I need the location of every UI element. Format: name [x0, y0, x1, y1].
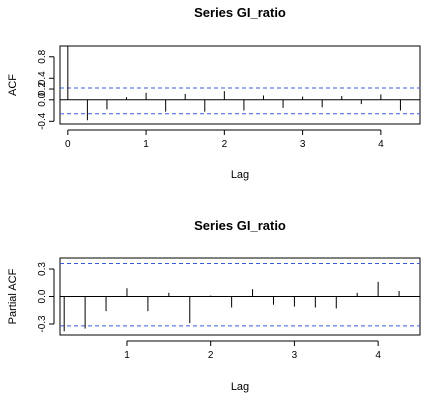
x-tick-label: 2	[222, 139, 228, 150]
x-tick-label: 1	[124, 350, 130, 361]
y-tick-label: 0.0	[37, 92, 48, 106]
x-tick-label: 4	[378, 139, 384, 150]
y-tick-label: -0.3	[37, 315, 48, 333]
chart-1: Series GI_ratio 0 1 2 3 4 Lag -0.4 0.00.20.4 0.8 A…	[7, 5, 421, 181]
x-tick-label: 1	[143, 139, 149, 150]
y-axis-label: ACF	[7, 74, 19, 96]
x-tick-label: 2	[208, 350, 214, 361]
y-tick-label: 0.4	[37, 71, 48, 85]
x-axis-label: Lag	[231, 381, 249, 393]
chart-2: Series GI_ratio 1 2 3 4 Lag -0.3 0.0 0.3 Partial …	[7, 218, 421, 393]
y-axis-label: Partial ACF	[7, 268, 19, 324]
y-tick-label: 0.0	[37, 289, 48, 303]
y-tick-label: -0.4	[37, 112, 48, 130]
chart-title: Series GI_ratio	[194, 5, 286, 20]
chart-title: Series GI_ratio	[194, 218, 286, 233]
y-tick-label: 0.8	[37, 49, 48, 63]
y-tick-label: 0.3	[37, 262, 48, 276]
x-tick-label: 0	[65, 139, 71, 150]
x-axis-label: Lag	[231, 169, 249, 181]
x-tick-label: 3	[292, 350, 298, 361]
plot-frame	[59, 45, 421, 125]
x-tick-label: 3	[300, 139, 306, 150]
y-tick-label: 0.2	[37, 82, 48, 96]
x-tick-label: 4	[375, 350, 381, 361]
